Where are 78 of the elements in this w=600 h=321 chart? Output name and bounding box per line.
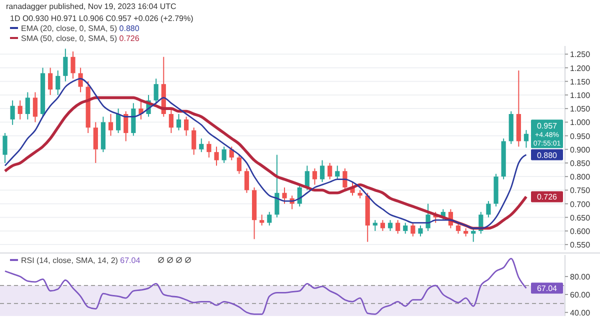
data-label: 67.04: [536, 284, 558, 294]
candlestick: [267, 211, 272, 226]
data-label: 0.880: [536, 150, 558, 160]
y-tick-label: 40.00: [570, 308, 591, 318]
candlestick: [48, 67, 53, 96]
y-tick-label: 0.650: [570, 213, 591, 222]
candlestick: [199, 138, 204, 153]
candlestick: [176, 114, 182, 131]
legend-label: RSI (14, close, SMA, 14, 2): [21, 256, 118, 265]
candlestick: [418, 225, 423, 237]
y-tick-label: 80.00: [570, 272, 591, 282]
candlestick: [25, 92, 30, 120]
candlestick: [426, 203, 430, 232]
y-tick-label: 1.200: [570, 64, 591, 73]
candlestick: [320, 160, 325, 182]
candlestick: [63, 48, 68, 82]
chart-title: 1D O0.930 H0.971 L0.906 C0.957 +0.026 (+2.79%): [10, 14, 194, 23]
candlestick: [18, 100, 22, 120]
y-tick-label: 1.150: [570, 77, 591, 86]
candlestick: [260, 214, 264, 226]
candlestick: [396, 220, 400, 234]
candlestick: [236, 154, 242, 174]
y-tick-label: 0.950: [570, 132, 591, 141]
legend-label: EMA (20, close, 0, SMA, 5): [21, 24, 118, 33]
candlestick: [388, 220, 393, 232]
text: 0.726: [119, 34, 140, 43]
y-tick-label: 0.600: [570, 226, 591, 236]
candlestick: [282, 186, 287, 204]
candlestick: [78, 67, 83, 93]
candlestick: [410, 222, 416, 237]
y-tick-label: 0.750: [570, 186, 591, 196]
annotation: 0.957: [536, 122, 558, 131]
y-tick-label: 0.850: [570, 158, 591, 168]
candlestick: [328, 162, 332, 180]
y-tick-label: 1.250: [570, 50, 591, 60]
candlestick: [32, 92, 38, 123]
candlestick: [108, 114, 114, 136]
candlestick: [274, 154, 280, 218]
y-tick-label: 1.050: [570, 104, 591, 114]
candlestick: [304, 165, 310, 191]
candlestick: [403, 222, 408, 234]
y-tick-label: 1.100: [570, 90, 591, 100]
candlestick: [154, 78, 158, 104]
line-series: [4, 258, 527, 315]
chart-subtitle: ranadagger published, Nov 19, 2023 16:04 UTC: [6, 2, 177, 11]
candlestick: [56, 70, 60, 96]
candlestick: [138, 100, 144, 120]
y-tick-label: 0.550: [570, 240, 591, 250]
candlestick: [168, 108, 174, 134]
candlestick: [486, 200, 491, 218]
candlestick: [372, 220, 378, 232]
candlestick: [10, 100, 15, 126]
y-tick-label: 1.000: [570, 118, 591, 128]
candlestick: [222, 146, 226, 164]
candlestick: [116, 108, 121, 134]
candlestick: [206, 140, 212, 158]
y-tick-label: 0.800: [570, 172, 591, 182]
candlestick: [335, 165, 340, 180]
candlestick: [524, 130, 529, 148]
candlestick: [124, 110, 128, 142]
candlestick: [2, 132, 8, 164]
candlestick: [214, 146, 219, 166]
candlestick: [312, 168, 318, 186]
candlestick: [70, 50, 76, 80]
candlestick: [93, 122, 98, 164]
candlestick: [380, 220, 386, 232]
text: 67.04: [120, 256, 140, 265]
text: 0.880: [119, 24, 140, 33]
y-tick-label: 0.700: [570, 200, 591, 209]
legend-label: SMA (50, close, 0, SMA, 5): [21, 34, 118, 43]
candlestick: [184, 116, 189, 136]
y-tick-label: 60.00: [570, 290, 591, 300]
candlestick: [192, 127, 196, 156]
candlestick: [456, 222, 461, 234]
candlestick: [471, 228, 476, 242]
candlestick: [244, 168, 250, 194]
y-tick-label: 0.900: [570, 145, 591, 154]
data-label: 0.726: [536, 192, 558, 202]
